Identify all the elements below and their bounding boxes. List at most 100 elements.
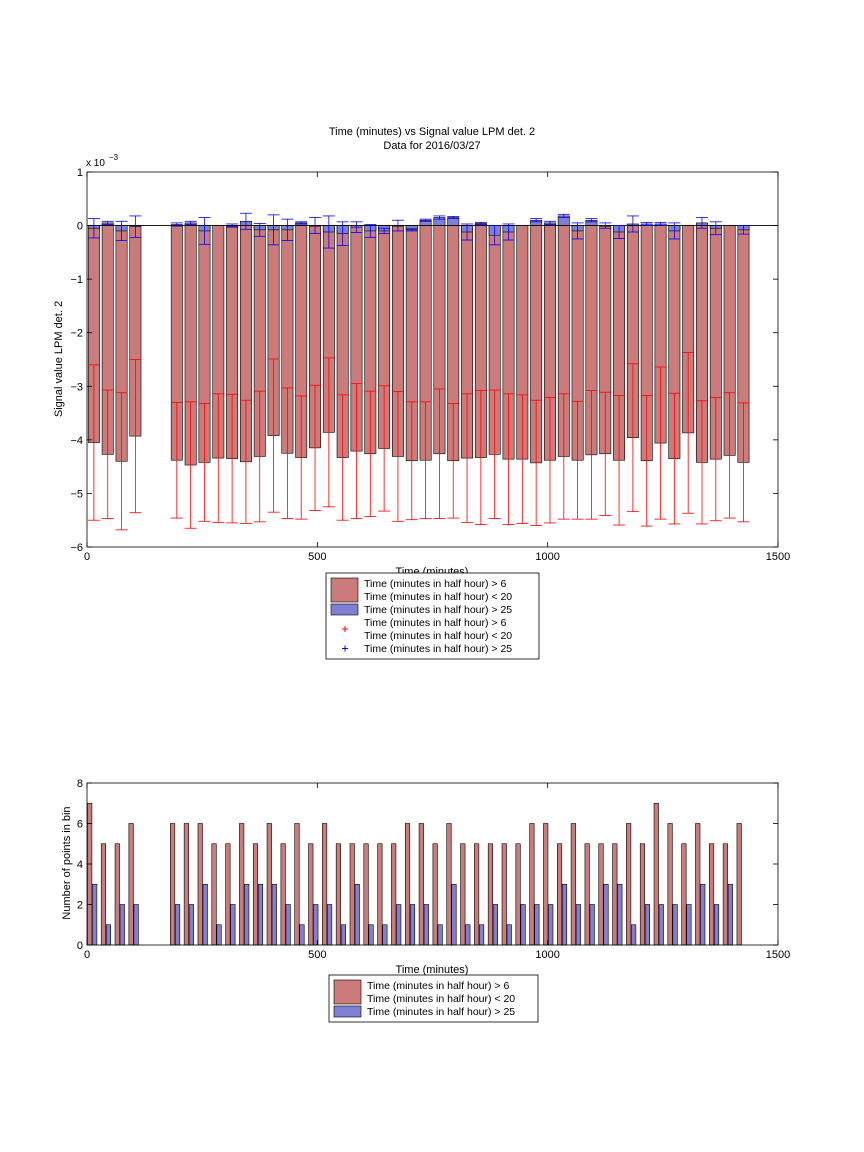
bar-blue: [119, 904, 125, 946]
bar-blue: [92, 883, 98, 946]
bar-red: [667, 823, 673, 946]
bar-blue: [714, 904, 720, 946]
bar-red: [183, 823, 189, 946]
bar-blue: [354, 883, 360, 946]
bar-red: [570, 823, 576, 946]
y-tick-label: −6: [70, 542, 83, 554]
x-tick-label: 0: [84, 551, 90, 563]
y-tick-label: 1: [77, 167, 83, 179]
x-axis-label: Time (minutes): [396, 964, 469, 976]
exponent-base: x 10: [86, 158, 105, 169]
bar-blue: [479, 924, 485, 946]
bar-red: [556, 843, 563, 946]
y-tick-label: 2: [77, 900, 83, 912]
bar-red: [653, 802, 659, 946]
y-axis-exponent-label: x 10 −3: [86, 153, 119, 169]
legend-swatch: [330, 603, 359, 616]
bar-red: [543, 823, 549, 946]
legend-swatch: [333, 979, 362, 1005]
bar-red: [432, 843, 438, 946]
bar-red: [322, 823, 328, 946]
y-tick-label: −1: [70, 274, 83, 286]
bar-red: [460, 843, 466, 946]
bar-red: [225, 843, 231, 946]
legend-box: [325, 572, 540, 660]
bar-blue: [492, 904, 498, 946]
bar-red: [308, 843, 314, 946]
bar-red: [114, 843, 120, 946]
bar-blue: [727, 883, 733, 946]
bar-blue: [368, 924, 374, 946]
bar-blue: [644, 904, 651, 946]
bar-blue: [230, 904, 236, 946]
bar-blue: [271, 883, 277, 946]
bar-red: [584, 843, 590, 946]
x-tick-label: 1000: [535, 551, 559, 563]
bar-blue: [686, 904, 692, 946]
bar-blue: [437, 924, 443, 946]
y-tick-label: 8: [77, 778, 83, 790]
x-tick-label: 0: [84, 949, 90, 961]
x-tick-label: 1500: [766, 949, 790, 961]
bar-red: [211, 843, 217, 946]
bar-blue: [423, 904, 429, 946]
legend-label: Time (minutes in half hour) > 25: [364, 643, 512, 655]
bar-blue: [299, 924, 305, 946]
legend-label: Time (minutes in half hour) > 6: [364, 617, 506, 629]
bar-blue: [631, 924, 637, 946]
bar-blue: [244, 883, 250, 946]
bar-red: [197, 823, 203, 946]
chart-subtitle: Data for 2016/03/27: [383, 140, 480, 152]
bar-blue: [658, 904, 664, 946]
bar-blue: [575, 904, 581, 946]
legend-label: Time (minutes in half hour) > 6: [367, 980, 509, 992]
bar-blue: [216, 924, 222, 946]
bar-red: [335, 843, 341, 946]
bar-blue: [409, 904, 416, 946]
bar-red: [294, 823, 300, 946]
bar-red: [736, 823, 742, 946]
bar-red: [363, 843, 369, 946]
chart-title: Time (minutes) vs Signal value LPM det. …: [329, 126, 535, 138]
bar-red: [349, 843, 355, 946]
bar-red: [252, 843, 259, 946]
legend-box: [328, 974, 539, 1023]
bar-blue: [589, 904, 595, 946]
x-tick-label: 500: [308, 551, 326, 563]
bar-blue: [603, 883, 609, 946]
bar-blue: [700, 883, 706, 946]
y-axis-label: Signal value LPM det. 2: [53, 301, 65, 417]
axes-1: 0 500 1000 1500 −6 −5 −4 −3 −2 −1 0 1: [70, 167, 790, 563]
y-tick-label: 0: [77, 221, 83, 233]
plot-area-2: [87, 802, 742, 946]
histogram-chart: 0 500 1000 1500 0 2 4 6 8 Time (minutes) Number …: [61, 778, 790, 1023]
axes-frame: [86, 171, 779, 548]
bar-red: [529, 823, 535, 946]
plot-area-1: [87, 212, 778, 531]
x-tick-label: 1000: [535, 949, 559, 961]
bar-red: [418, 823, 424, 946]
y-axis-label: Number of points in bin: [61, 806, 73, 919]
bar-blue: [465, 924, 471, 946]
bar-red: [487, 843, 493, 946]
y-tick-label: 0: [77, 940, 83, 952]
y-tick-label: −4: [70, 435, 83, 447]
bar-blue: [520, 904, 526, 946]
bar-red: [626, 823, 632, 946]
bar-red: [239, 823, 245, 946]
bar-red: [612, 843, 618, 946]
legend-swatch: [330, 577, 359, 603]
bar-blue: [340, 924, 346, 946]
bar-red: [100, 843, 107, 946]
legend-label: Time (minutes in half hour) < 20: [367, 993, 515, 1005]
bar-blue: [188, 904, 194, 946]
bar-blue: [561, 883, 568, 946]
y-tick-label: −3: [70, 381, 83, 393]
legend-label: Time (minutes in half hour) > 25: [367, 1006, 515, 1018]
bar-red: [639, 843, 646, 946]
bar-red: [501, 843, 507, 946]
legend-label: Time (minutes in half hour) < 20: [364, 630, 512, 642]
bar-red: [280, 843, 286, 946]
